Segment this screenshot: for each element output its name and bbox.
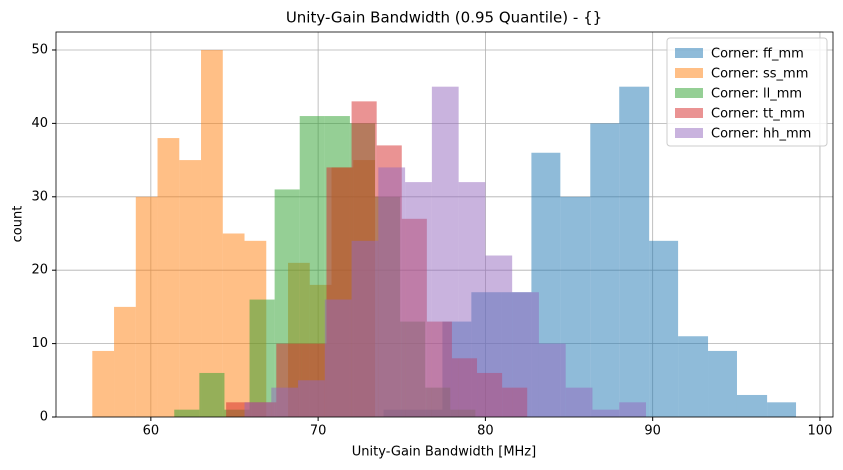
histogram-bar bbox=[351, 240, 379, 417]
histogram-bar bbox=[222, 233, 245, 417]
legend-label: Corner: ff_mm bbox=[711, 47, 804, 62]
y-tick-label: 30 bbox=[31, 189, 48, 204]
bars bbox=[92, 49, 797, 418]
histogram-bar bbox=[174, 409, 200, 417]
histogram-bar bbox=[179, 160, 202, 417]
histogram-bar bbox=[592, 409, 620, 417]
histogram-bar bbox=[157, 138, 180, 417]
histogram-bar bbox=[405, 182, 432, 417]
x-tick-label: 80 bbox=[477, 424, 494, 439]
histogram-bar bbox=[708, 350, 737, 417]
legend-label: Corner: hh_mm bbox=[711, 127, 811, 142]
y-tick-label: 40 bbox=[31, 116, 48, 131]
histogram-bar bbox=[649, 240, 679, 417]
histogram-bar bbox=[324, 299, 352, 417]
histogram-bar bbox=[565, 387, 593, 417]
histogram-bar bbox=[458, 182, 486, 417]
histogram-bar bbox=[590, 123, 620, 418]
legend-swatch bbox=[675, 88, 703, 98]
x-tick-label: 70 bbox=[310, 424, 327, 439]
histogram-bar bbox=[619, 402, 646, 417]
legend: Corner: ff_mm Corner: ss_mm Corner: ll_mm C… bbox=[666, 37, 828, 147]
histogram-bar bbox=[271, 387, 299, 417]
x-tick-label: 100 bbox=[808, 424, 833, 439]
histogram-bar bbox=[244, 402, 272, 417]
histogram-bar bbox=[767, 402, 797, 417]
histogram-bar bbox=[619, 86, 650, 417]
legend-label: Corner: ss_mm bbox=[711, 67, 808, 82]
histogram-bar bbox=[199, 372, 225, 417]
chart-title: Unity-Gain Bandwidth (0.95 Quantile) - {… bbox=[286, 9, 602, 27]
plot-frame bbox=[55, 31, 834, 418]
legend-swatch bbox=[675, 128, 703, 138]
histogram-bar bbox=[201, 49, 223, 417]
histogram-bar bbox=[431, 86, 459, 417]
legend-swatch bbox=[675, 68, 703, 78]
histogram-bar bbox=[736, 394, 768, 417]
histogram-bar bbox=[485, 255, 513, 417]
histogram-bar bbox=[298, 380, 325, 417]
x-axis-label: Unity-Gain Bandwidth [MHz] bbox=[352, 445, 536, 460]
x-tick-label: 90 bbox=[644, 424, 661, 439]
histogram-bar bbox=[92, 350, 115, 417]
legend-swatch bbox=[675, 48, 703, 58]
y-axis-label: count bbox=[11, 206, 26, 243]
legend-swatch bbox=[675, 108, 703, 118]
histogram-bar bbox=[114, 306, 136, 417]
histogram-bar bbox=[512, 292, 539, 417]
x-tick-label: 60 bbox=[143, 424, 160, 439]
y-tick-label: 10 bbox=[31, 336, 48, 351]
legend-label: Corner: ll_mm bbox=[711, 87, 802, 102]
histogram-bar bbox=[249, 299, 275, 417]
y-tick-label: 20 bbox=[31, 263, 48, 278]
histogram-bar bbox=[378, 167, 406, 417]
y-tick-label: 50 bbox=[31, 42, 48, 57]
histogram-bar bbox=[538, 343, 566, 417]
histogram-bar bbox=[678, 336, 709, 417]
legend-box bbox=[666, 37, 828, 147]
legend-label: Corner: tt_mm bbox=[711, 107, 805, 122]
histogram-bar bbox=[135, 196, 158, 417]
y-tick-label: 0 bbox=[40, 410, 48, 425]
